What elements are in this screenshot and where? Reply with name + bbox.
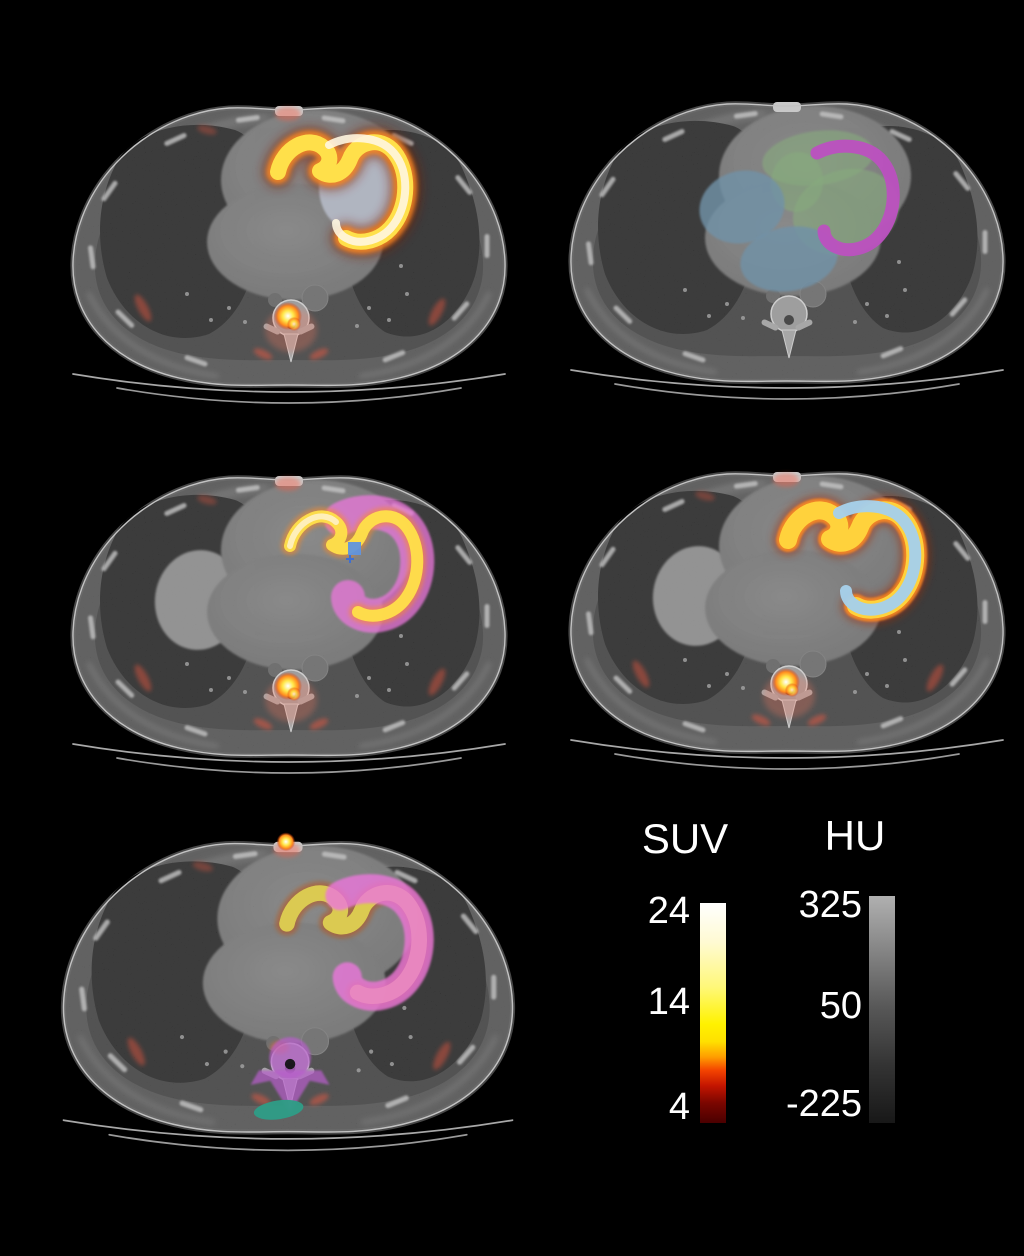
segmentation-magenta <box>325 874 434 1011</box>
suv-colorbar <box>700 903 726 1123</box>
roi-marker <box>346 542 361 563</box>
segmentation-light-blue <box>833 500 922 616</box>
ct-anatomy <box>60 832 516 1152</box>
chamber-segmentation-overlay <box>699 130 900 292</box>
hu-tick-max: 325 <box>798 884 862 926</box>
myocardium-magenta-overlay <box>275 874 434 1011</box>
segmentation-blue-lower <box>740 226 838 292</box>
spine-pet-hotspot <box>265 672 317 722</box>
suv-tick-min: 4 <box>668 1086 690 1128</box>
ct-anatomy <box>568 101 1006 400</box>
myocardium-magenta-overlay <box>281 495 435 633</box>
hu-tick-min: -225 <box>785 1083 862 1125</box>
sternum-pet-hotspot <box>276 832 296 852</box>
segmentation-blue-upper <box>699 170 785 244</box>
myocardium-pet-overlay <box>262 126 422 258</box>
roi-marker-square <box>348 542 361 555</box>
hu-tick-mid: 50 <box>819 985 862 1027</box>
vertebra-segmentation-violet <box>250 1037 330 1114</box>
suv-tick-max: 24 <box>647 890 690 932</box>
segmentation-magenta <box>810 139 900 257</box>
segmentation-teal <box>253 1099 304 1120</box>
panel-pet-fusion-middle-left <box>58 432 520 790</box>
panel-pet-fusion-top-left <box>58 62 520 420</box>
spine-pet-hotspot <box>763 668 815 718</box>
ct-anatomy <box>568 471 1006 770</box>
hu-scale-label: HU <box>824 812 886 859</box>
scanner-table <box>72 743 506 774</box>
ct-anatomy <box>70 105 508 404</box>
scanner-table <box>72 373 506 404</box>
ct-image-lightblue-overlay <box>568 471 1006 770</box>
ct-image-spine-segmentation <box>60 832 516 1152</box>
scanner-table <box>570 369 1004 400</box>
spine-pet-hotspot <box>265 302 317 352</box>
ct-image-segmentation <box>568 101 1006 400</box>
ct-image-pet-fusion <box>70 105 508 404</box>
ct-image-magenta-overlay <box>70 475 508 774</box>
suv-scale-label: SUV <box>641 815 729 862</box>
panel-pet-fusion-middle-right <box>556 428 1018 786</box>
panel-ct-segmentation-top-right <box>556 58 1018 416</box>
pet-bone-uptake-tint <box>134 107 446 360</box>
pet-bone-uptake-tint <box>134 477 446 730</box>
myocardium-lightblue-overlay <box>773 495 931 625</box>
scanner-table <box>62 1119 514 1152</box>
hu-colorbar <box>869 896 895 1123</box>
ct-anatomy <box>70 475 508 774</box>
suv-tick-mid: 14 <box>647 981 690 1023</box>
panel-pet-fusion-bottom-left <box>48 796 528 1168</box>
scanner-table <box>570 739 1004 770</box>
pet-bone-uptake-tint <box>632 473 944 726</box>
